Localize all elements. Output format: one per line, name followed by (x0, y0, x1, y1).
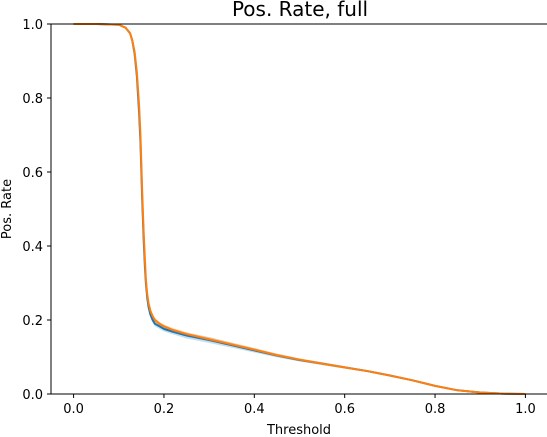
x-axis-ticks: 0.0 0.2 0.4 0.6 0.8 1.0 (63, 394, 536, 417)
y-tick-label: 0.8 (22, 92, 43, 107)
y-tick-label: 0.6 (22, 166, 43, 181)
series-2-band (73, 24, 526, 394)
series-1-line (73, 23, 526, 395)
y-tick-label: 0.4 (22, 240, 43, 255)
plot-frame (50, 23, 547, 395)
series-1-band (73, 24, 526, 394)
confidence-bands (73, 24, 526, 394)
x-tick-label: 0.0 (63, 402, 84, 417)
x-tick-label: 0.8 (425, 402, 446, 417)
x-tick-label: 1.0 (515, 402, 536, 417)
x-tick-label: 0.4 (244, 402, 265, 417)
series-lines (73, 23, 526, 395)
x-tick-label: 0.2 (154, 402, 175, 417)
y-axis-ticks: 0.0 0.2 0.4 0.6 0.8 1.0 (22, 18, 51, 403)
x-axis-label: Threshold (266, 423, 331, 437)
y-tick-label: 0.0 (22, 388, 43, 403)
x-tick-label: 0.6 (334, 402, 355, 417)
chart-title: Pos. Rate, full (232, 0, 368, 21)
y-tick-label: 1.0 (22, 18, 43, 33)
series-2-line (73, 23, 526, 395)
y-tick-label: 0.2 (22, 314, 43, 329)
y-axis-label: Pos. Rate (0, 179, 15, 239)
